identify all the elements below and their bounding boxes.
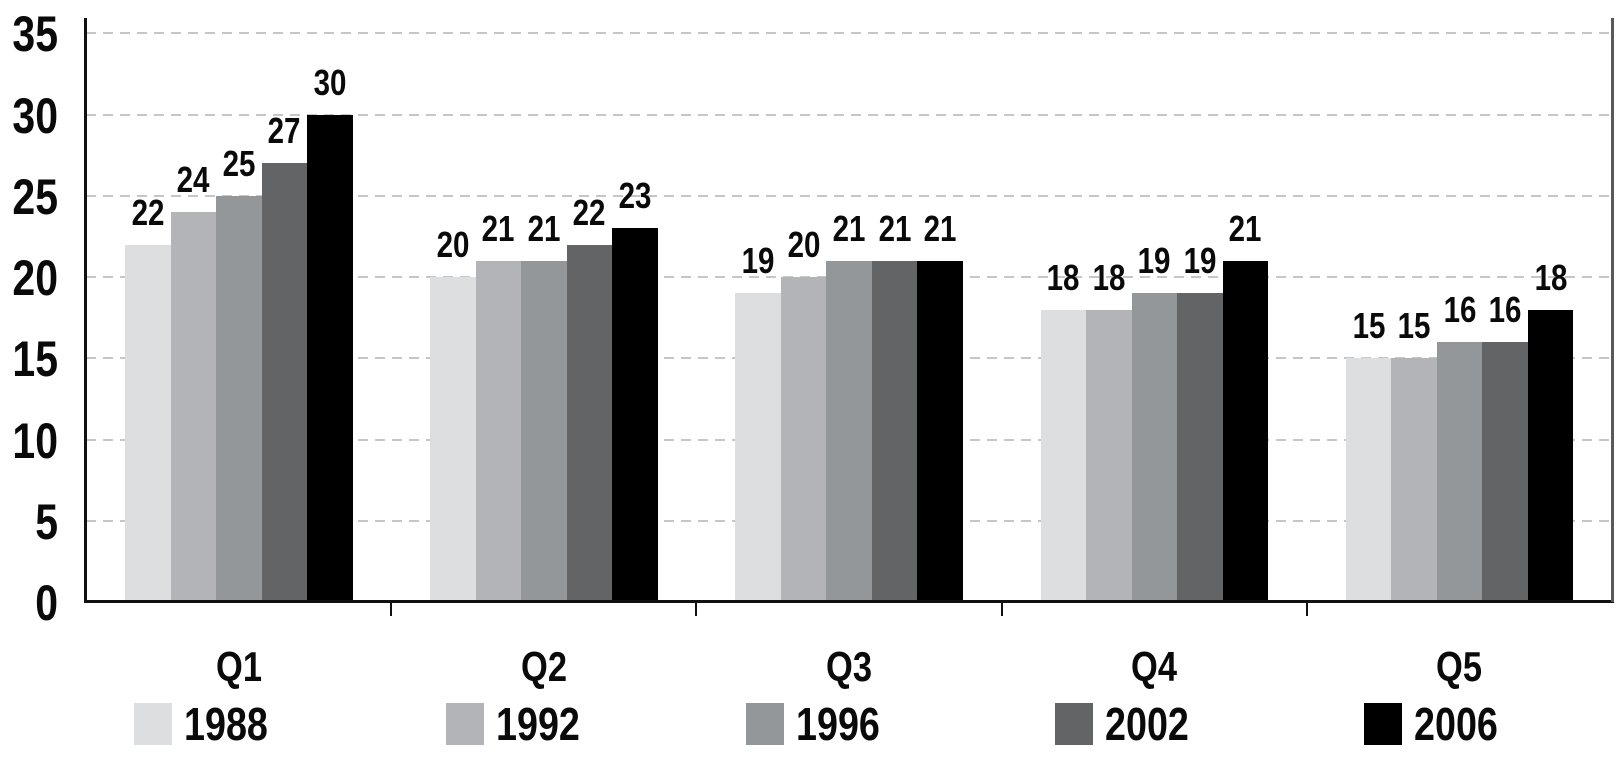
bar-q1-2006 [307,114,353,602]
y-axis-line [84,18,87,603]
bar-value-label: 19 [1183,240,1217,282]
x-axis-tick [1000,602,1003,616]
bar-value-label: 21 [832,207,866,249]
y-axis-tick-label: 35 [12,6,59,63]
legend-label-1988: 1988 [184,698,268,750]
bar-value-label: 20 [787,224,821,265]
y-axis-tick-label: 15 [12,331,59,388]
legend-swatch-1992 [446,703,484,745]
bar-value-label: 22 [573,191,606,233]
bar-q3-1996 [826,260,872,602]
plot-right-border [1611,18,1614,602]
legend-swatch-1988 [134,703,172,745]
bar-q4-1988 [1040,309,1087,602]
bar-value-label: 18 [1534,256,1567,298]
bar-q5-1996 [1436,342,1483,602]
bar-q5-1992 [1391,358,1437,602]
x-axis-line [84,600,1614,603]
bar-value-label: 21 [527,207,561,249]
bar-q2-1988 [430,277,476,602]
bar-q3-1992 [780,277,827,602]
y-axis-tick-label: 30 [12,87,59,144]
bar-value-label: 21 [878,207,912,249]
bar-q1-1992 [170,212,216,602]
bar-value-label: 30 [313,61,347,103]
y-axis-tick-label: 5 [35,493,58,550]
bar-q5-1988 [1345,358,1392,602]
category-label-q5: Q5 [1436,643,1483,690]
bar-q3-1988 [735,293,781,602]
bar-value-label: 16 [1488,289,1522,330]
legend-swatch-2002 [1055,703,1093,745]
bar-q2-2006 [612,228,658,602]
category-label-q3: Q3 [826,643,872,690]
category-label-q2: Q2 [520,643,567,690]
x-axis-tick [390,602,393,616]
bar-q5-2006 [1527,309,1574,602]
x-axis-tick [695,602,698,616]
bar-q1-1988 [125,244,171,602]
bar-value-label: 25 [222,142,256,184]
legend-label-2006: 2006 [1414,698,1498,750]
bar-value-label: 27 [267,110,301,152]
bar-q4-1996 [1131,293,1178,602]
bar-value-label: 20 [436,224,470,265]
bar-value-label: 22 [131,191,165,233]
gridline [86,113,1612,116]
bar-value-label: 24 [176,159,210,200]
bar-q4-2002 [1177,293,1223,602]
bar-q2-1992 [475,260,522,602]
category-label-q4: Q4 [1131,643,1178,690]
bar-value-label: 15 [1352,305,1385,347]
legend-swatch-2006 [1364,703,1402,745]
bar-q4-2006 [1222,260,1269,602]
bar-q4-1992 [1086,309,1132,602]
gridline [86,32,1612,35]
bar-value-label: 18 [1046,256,1080,298]
bar-q1-2002 [261,163,307,602]
y-axis-tick-label: 20 [12,250,59,306]
x-axis-tick [1305,602,1308,616]
y-axis-tick-label: 10 [12,412,59,469]
category-label-q1: Q1 [215,643,262,690]
bar-value-label: 21 [923,207,957,249]
bar-q3-2002 [871,260,918,602]
bar-q2-2002 [566,244,613,602]
legend-label-1992: 1992 [496,698,580,750]
y-axis-tick-label: 25 [12,168,59,225]
bar-q1-1996 [216,195,262,602]
legend-swatch-1996 [746,703,784,745]
bar-q2-1996 [521,260,567,602]
bar-q3-2006 [917,260,963,602]
bar-value-label: 18 [1092,256,1126,298]
bar-q5-2002 [1482,342,1528,602]
legend-label-1996: 1996 [796,698,880,750]
bar-value-label: 23 [618,175,652,217]
bar-value-label: 21 [1228,207,1262,249]
bar-value-label: 19 [1137,240,1171,282]
y-axis-tick-label: 0 [35,575,58,631]
bar-value-label: 19 [741,240,775,282]
gridline [86,194,1612,197]
bar-value-label: 15 [1397,305,1431,347]
bar-value-label: 16 [1443,289,1476,330]
bar-value-label: 21 [482,207,515,249]
legend-label-2002: 2002 [1105,698,1189,750]
